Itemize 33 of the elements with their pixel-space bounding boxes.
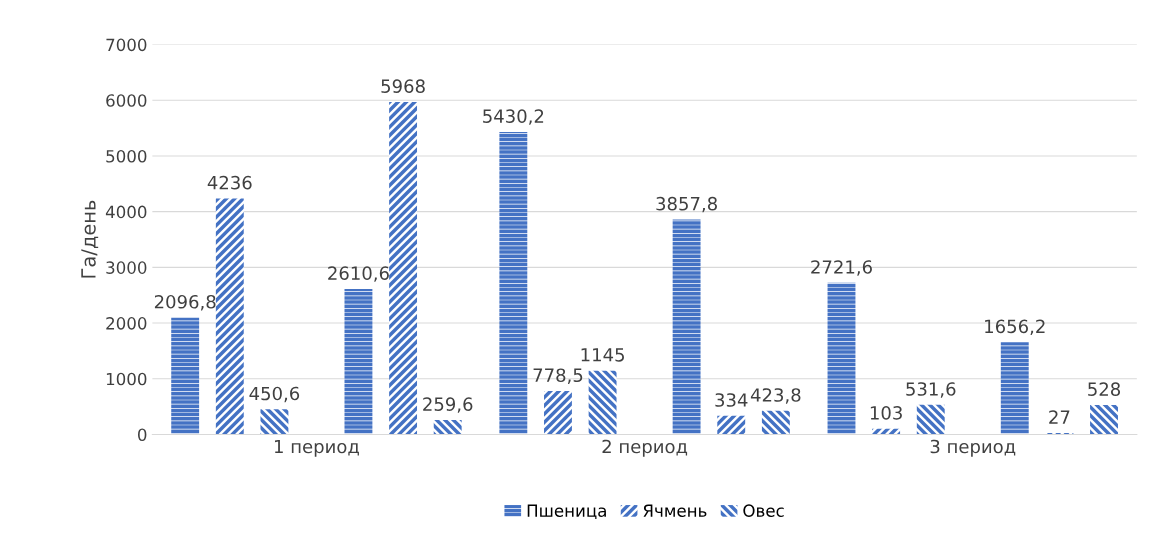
legend-label: Овес bbox=[743, 504, 784, 517]
legend-label: Пшеница bbox=[527, 504, 606, 520]
data-label: 27 bbox=[1049, 410, 1070, 424]
x-tick-label: 3 период bbox=[930, 439, 1016, 457]
data-label: 1145 bbox=[581, 348, 624, 362]
data-label: 5968 bbox=[381, 79, 425, 93]
data-label: 259,6 bbox=[423, 397, 473, 413]
data-label: 4236 bbox=[207, 175, 252, 190]
y-tick-label: 3000 bbox=[106, 261, 147, 274]
data-label: 103 bbox=[870, 406, 902, 420]
data-label: 2096,8 bbox=[154, 294, 216, 311]
y-tick-label: 1000 bbox=[106, 372, 147, 386]
data-label: 2610,6 bbox=[328, 266, 389, 282]
y-tick-label: 4000 bbox=[105, 205, 147, 219]
data-label: 334 bbox=[715, 393, 748, 407]
y-axis-title: Га/день bbox=[81, 200, 99, 278]
data-label: 1656,2 bbox=[985, 319, 1045, 335]
data-label: 2721,6 bbox=[811, 260, 872, 276]
x-tick-label: 1 период bbox=[274, 439, 359, 457]
y-tick-label: 7000 bbox=[106, 38, 147, 52]
x-tick-label: 2 период bbox=[602, 439, 688, 457]
data-label: 531,6 bbox=[906, 382, 956, 398]
y-tick-label: 6000 bbox=[106, 94, 147, 107]
y-tick-label: 0 bbox=[137, 428, 147, 442]
data-label: 3857,8 bbox=[656, 196, 717, 213]
legend-label: Ячмень bbox=[643, 504, 707, 517]
y-tick-label: 5000 bbox=[106, 149, 147, 163]
data-label: 778,5 bbox=[533, 368, 583, 384]
data-label: 423,8 bbox=[750, 388, 801, 404]
data-label: 5430,2 bbox=[483, 109, 544, 125]
data-label: 450,6 bbox=[249, 386, 300, 403]
y-tick-label: 2000 bbox=[106, 317, 147, 330]
data-label: 528 bbox=[1088, 382, 1121, 396]
